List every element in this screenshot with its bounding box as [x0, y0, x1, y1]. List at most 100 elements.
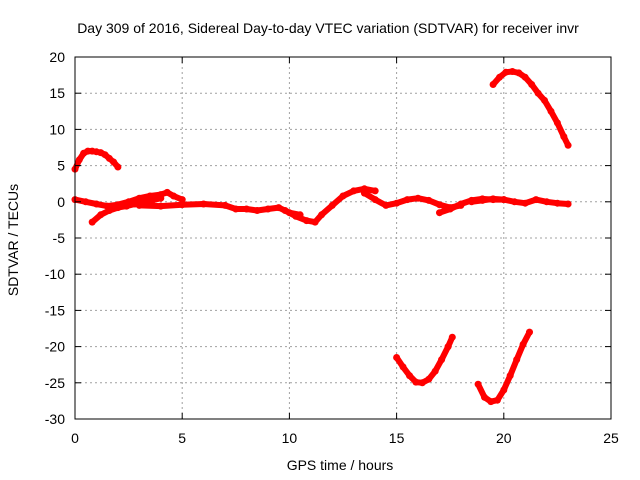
data-point-arc-dip-a-8 [444, 343, 452, 351]
data-point-arc-near-zero-g-7 [543, 198, 551, 206]
data-point-arc-near-zero-e-3 [393, 199, 401, 207]
y-tick-label-9: 15 [49, 85, 65, 101]
data-point-arc-near-zero-d-9 [371, 187, 379, 195]
data-point-arc-dip-b-1 [481, 393, 488, 401]
data-point-arc-late-positive-5 [521, 73, 529, 81]
data-point-arc-near-zero-g-8 [553, 199, 561, 207]
data-point-arc-near-zero-d-2 [303, 217, 311, 225]
data-point-arc-near-zero-e-2 [382, 201, 390, 209]
data-point-arc-near-zero-g-4 [511, 198, 518, 206]
data-point-arc-dip-b-8 [526, 328, 533, 336]
y-tick-label-4: -10 [45, 266, 65, 282]
data-point-arc-dip-b-5 [506, 372, 514, 380]
y-tick-label-1: -25 [45, 375, 65, 391]
x-tick-label-4: 20 [496, 430, 512, 446]
x-tick-label-5: 25 [603, 430, 619, 446]
y-tick-label-7: 5 [57, 158, 65, 174]
data-point-arc-near-zero-g-1 [478, 196, 486, 204]
data-point-arc-dip-b-2 [487, 398, 495, 406]
series-group [71, 68, 572, 406]
data-point-arc-near-zero-c-5 [232, 205, 240, 213]
x-tick-label-1: 5 [178, 430, 186, 446]
data-point-arc-near-zero-f-2 [457, 200, 465, 208]
data-point-arc-near-zero-b-7 [148, 196, 156, 204]
data-point-arc-late-positive-12 [564, 141, 572, 149]
ticks: 0 5 10 15 20 25 -30 -25 -20 -15 -10 -5 0 5 10 15 20 [45, 49, 619, 446]
data-point-arc-dip-a-6 [431, 367, 439, 375]
data-point-arc-late-positive-4 [515, 69, 523, 77]
data-point-arc-late-positive-1 [496, 73, 503, 81]
data-point-arc-near-zero-g-5 [521, 199, 529, 207]
data-point-arc-near-zero-d-5 [328, 201, 336, 209]
data-point-arc-near-zero-g-3 [500, 196, 508, 204]
data-point-arc-dip-a-5 [425, 375, 433, 383]
data-point-arc-late-positive-9 [547, 107, 555, 115]
data-point-arc-near-zero-a-11 [178, 196, 186, 204]
data-point-arc-dip-a-2 [406, 372, 413, 380]
x-axis-title: GPS time / hours [287, 457, 394, 473]
y-tick-label-10: 20 [49, 49, 65, 65]
series-line-arc-dip-a [393, 334, 456, 386]
data-point-arc-dip-b-3 [493, 396, 501, 404]
data-point-arc-near-zero-d-4 [318, 211, 326, 219]
series-line-arc-near-zero-d [282, 185, 379, 226]
data-point-arc-near-zero-g-9 [564, 200, 572, 208]
data-point-arc-near-zero-b-1 [97, 211, 105, 219]
data-point-arc-dip-a-3 [412, 378, 420, 386]
y-tick-label-2: -20 [45, 339, 65, 355]
data-point-arc-dip-a-4 [418, 379, 426, 387]
data-point-arc-dip-a-1 [399, 363, 407, 371]
data-point-arc-near-zero-b-3 [114, 204, 122, 212]
data-point-arc-late-positive-2 [502, 68, 510, 76]
data-point-arc-near-zero-c-9 [275, 204, 283, 212]
data-point-arc-near-zero-c-4 [221, 201, 229, 209]
data-point-arc-near-zero-a-9 [163, 188, 171, 196]
data-point-arc-near-zero-g-6 [532, 196, 540, 204]
data-point-arc-near-zero-c-2 [178, 201, 186, 209]
data-point-arc-near-zero-g-2 [489, 195, 497, 203]
y-tick-label-8: 10 [49, 121, 65, 137]
data-point-arc-near-zero-a-1 [82, 198, 90, 206]
x-tick-label-3: 15 [389, 430, 405, 446]
data-point-arc-near-zero-b-4 [123, 202, 130, 210]
data-point-arc-dip-a-9 [448, 333, 456, 341]
data-point-arc-late-positive-7 [534, 89, 542, 97]
data-point-arc-dip-b-4 [500, 386, 508, 394]
data-point-arc-dip-b-0 [474, 380, 482, 388]
data-point-arc-near-zero-c-3 [200, 200, 208, 208]
data-point-arc-late-positive-3 [508, 68, 516, 75]
x-tick-label-2: 10 [282, 430, 298, 446]
data-point-arc-dip-b-6 [513, 356, 521, 364]
data-point-arc-near-zero-a-10 [170, 192, 178, 200]
series-line-arc-near-zero-e [361, 190, 464, 211]
data-point-arc-near-zero-c-0 [135, 201, 143, 209]
y-tick-label-6: 0 [57, 194, 65, 210]
data-point-arc-near-zero-f-0 [436, 209, 443, 217]
data-point-arc-late-positive-0 [489, 81, 497, 88]
data-point-arc-late-positive-6 [528, 81, 536, 88]
data-point-arc-near-zero-d-3 [311, 218, 319, 226]
data-point-arc-near-zero-e-7 [436, 201, 443, 209]
data-point-arc-early-positive-9 [110, 158, 118, 166]
data-point-arc-near-zero-e-6 [425, 196, 433, 204]
data-point-arc-dip-b-7 [519, 340, 527, 348]
data-point-arc-near-zero-c-1 [157, 202, 165, 210]
y-tick-label-0: -30 [45, 411, 65, 427]
y-axis-title: SDTVAR / TECUs [5, 184, 21, 296]
data-point-arc-near-zero-b-8 [157, 194, 165, 202]
series-line-arc-near-zero-g [468, 195, 572, 207]
data-point-arc-near-zero-d-7 [350, 187, 358, 195]
data-point-arc-near-zero-d-1 [292, 212, 300, 220]
data-point-arc-dip-a-0 [393, 354, 401, 361]
data-point-arc-near-zero-c-6 [243, 205, 250, 213]
data-point-arc-late-positive-8 [541, 96, 548, 104]
data-point-arc-dip-a-7 [438, 356, 446, 364]
data-point-arc-near-zero-e-0 [360, 189, 368, 197]
data-point-arc-near-zero-d-0 [281, 207, 289, 214]
data-point-arc-near-zero-e-4 [403, 196, 411, 204]
data-point-arc-near-zero-e-1 [371, 196, 379, 204]
x-tick-label-0: 0 [71, 430, 79, 446]
data-point-arc-late-positive-10 [553, 119, 561, 127]
y-tick-label-3: -15 [45, 302, 65, 318]
